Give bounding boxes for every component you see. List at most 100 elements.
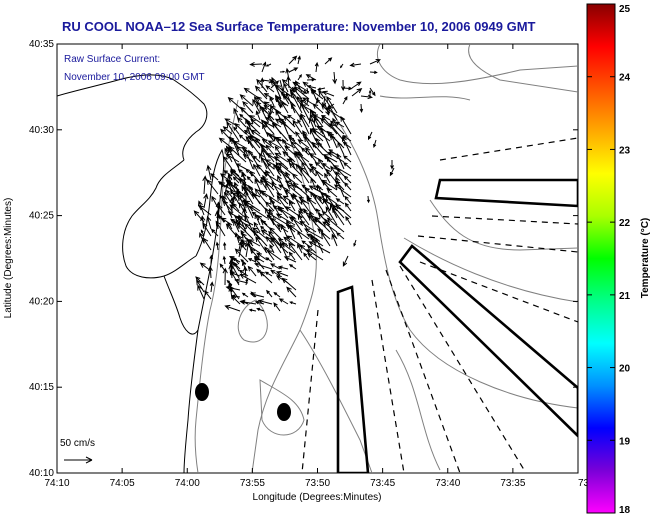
current-vector	[253, 163, 261, 177]
current-vector	[286, 75, 291, 89]
current-vector	[269, 96, 275, 107]
current-vector	[276, 192, 289, 205]
current-vector	[261, 61, 267, 73]
shipping-lane-east	[434, 178, 578, 208]
current-vector	[276, 224, 289, 233]
current-vector	[295, 163, 310, 184]
current-vector	[289, 88, 303, 107]
current-vector	[322, 162, 331, 170]
current-vector	[223, 170, 233, 177]
current-vector	[297, 87, 308, 95]
current-vector	[259, 190, 282, 205]
scale-arrow	[64, 456, 93, 464]
current-vector	[270, 237, 289, 254]
buoy-marker-1	[195, 383, 209, 401]
current-vector	[236, 116, 247, 128]
current-vector	[335, 232, 345, 240]
current-vector	[239, 194, 247, 202]
current-vector	[279, 70, 286, 73]
current-vector	[226, 279, 233, 286]
current-vector	[247, 121, 261, 135]
current-vector	[240, 259, 247, 265]
current-vector	[270, 269, 281, 277]
current-vector	[324, 172, 331, 184]
current-vector	[239, 273, 257, 284]
current-vector	[369, 59, 381, 65]
current-vector	[277, 95, 283, 109]
current-vector	[229, 271, 241, 277]
current-vector	[202, 222, 212, 237]
current-vector	[202, 237, 212, 251]
current-vector	[241, 292, 249, 298]
current-vector	[209, 281, 214, 293]
current-vector	[315, 169, 324, 184]
x-tick-label: 74:05	[110, 478, 135, 489]
current-vector	[210, 228, 219, 237]
surface-current-vectors	[193, 55, 395, 312]
current-vector	[299, 220, 317, 233]
current-vector	[366, 195, 370, 204]
current-vector	[306, 84, 317, 89]
current-vector	[289, 301, 297, 305]
current-vector	[286, 235, 303, 247]
current-vector	[270, 263, 281, 270]
current-vector	[259, 179, 268, 191]
current-vector	[342, 255, 349, 267]
current-vector	[339, 63, 344, 69]
dashed-line-4	[399, 265, 527, 473]
current-vector	[297, 55, 301, 65]
map-title: RU COOL NOAA–12 Sea Surface Temperature:…	[62, 19, 536, 34]
current-vector	[215, 220, 226, 237]
y-tick-label: 40:25	[29, 211, 54, 222]
current-vector	[273, 135, 289, 156]
x-axis-label: Longitude (Degrees:Minutes)	[253, 492, 382, 503]
current-vector	[343, 161, 352, 170]
current-vector	[360, 94, 373, 100]
current-vector	[265, 131, 275, 142]
current-vector	[219, 194, 226, 202]
current-vector	[368, 89, 372, 97]
current-vector	[314, 216, 331, 233]
current-vector	[256, 252, 268, 261]
current-vector	[292, 119, 303, 135]
current-vector	[304, 136, 317, 156]
current-vector	[336, 152, 345, 170]
current-vector	[278, 117, 296, 135]
current-vector	[301, 161, 310, 177]
current-vector	[260, 156, 275, 177]
coastline-inlet	[163, 275, 199, 335]
current-vector	[342, 141, 352, 149]
bathy-contour-south	[395, 349, 441, 471]
current-vector	[239, 113, 247, 121]
current-vector	[284, 145, 296, 156]
current-vector	[328, 149, 338, 156]
current-vector	[307, 252, 317, 261]
current-vector	[231, 295, 241, 305]
current-vector	[308, 241, 331, 254]
current-vector	[226, 121, 240, 142]
current-label-line2: November 10, 2006 09:00 GMT	[64, 72, 205, 83]
current-vector	[255, 110, 261, 121]
current-vector	[265, 63, 272, 67]
current-vector	[235, 219, 247, 230]
current-vector	[247, 258, 257, 263]
bathy-contour-deep	[403, 237, 578, 303]
current-vector	[241, 185, 254, 205]
current-vector	[324, 103, 330, 116]
current-vector	[277, 265, 289, 270]
current-vector	[271, 122, 289, 142]
current-vector	[292, 182, 310, 198]
bathy-contour-ridge	[468, 44, 578, 93]
current-vector	[248, 239, 261, 247]
current-vector	[288, 251, 296, 261]
current-vector	[336, 168, 345, 177]
current-vector	[222, 155, 233, 170]
current-vector	[204, 290, 212, 300]
current-vector	[215, 241, 220, 251]
current-vector	[253, 221, 261, 233]
current-vector	[208, 265, 213, 279]
current-vector	[359, 103, 364, 113]
current-vector	[324, 218, 338, 240]
current-vector	[222, 267, 228, 286]
current-vector	[274, 95, 289, 107]
